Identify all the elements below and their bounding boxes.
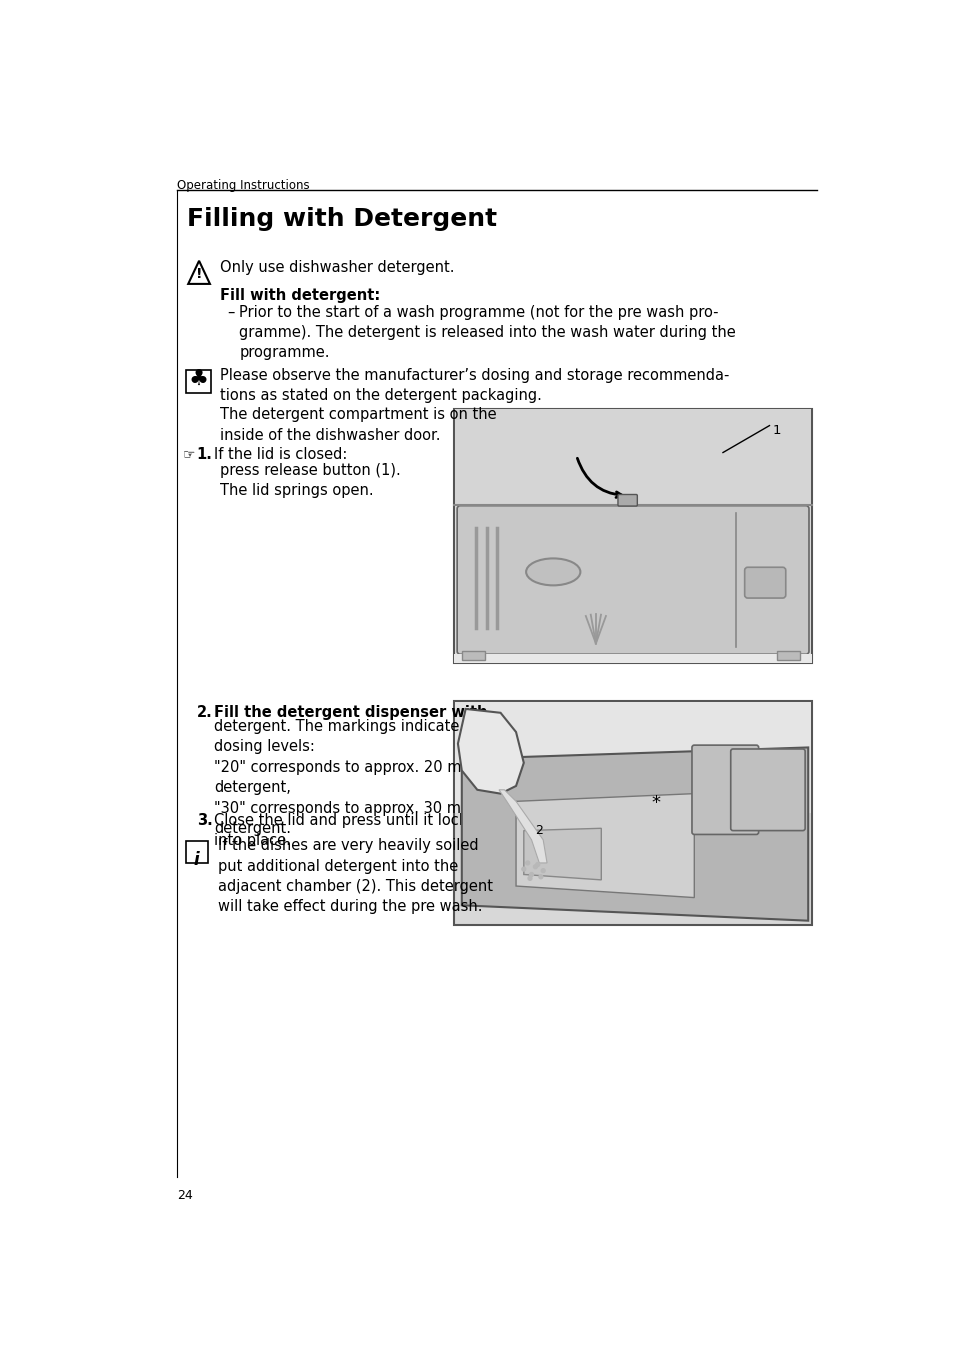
Text: The detergent compartment is on the
inside of the dishwasher door.: The detergent compartment is on the insi… — [220, 407, 497, 442]
Text: 2.: 2. — [196, 706, 213, 721]
Bar — [461, 652, 484, 660]
Text: detergent. The markings indicate the
dosing levels:
"20" corresponds to approx. : detergent. The markings indicate the dos… — [213, 719, 487, 836]
Text: 2: 2 — [535, 825, 542, 837]
Text: ♣: ♣ — [188, 370, 208, 391]
Text: 24: 24 — [177, 1188, 193, 1202]
Circle shape — [525, 861, 529, 865]
Circle shape — [528, 876, 532, 880]
Text: Operating Instructions: Operating Instructions — [177, 180, 310, 192]
Bar — [777, 652, 800, 660]
Text: Fill the detergent dispenser with: Fill the detergent dispenser with — [213, 706, 487, 721]
Text: Please observe the manufacturer’s dosing and storage recommenda-
tions as stated: Please observe the manufacturer’s dosing… — [220, 368, 729, 403]
Text: –: – — [228, 304, 234, 319]
Bar — [455, 408, 810, 504]
Text: Filling with Detergent: Filling with Detergent — [187, 207, 497, 231]
Text: press release button (1).
The lid springs open.: press release button (1). The lid spring… — [220, 462, 400, 498]
FancyBboxPatch shape — [618, 495, 637, 506]
Polygon shape — [461, 748, 807, 921]
Bar — [454, 702, 811, 925]
Circle shape — [536, 863, 539, 867]
FancyBboxPatch shape — [456, 506, 808, 654]
Bar — [455, 702, 810, 813]
Text: 1.: 1. — [196, 448, 213, 462]
Text: If the dishes are very heavily soiled
put additional detergent into the
adjacent: If the dishes are very heavily soiled pu… — [218, 838, 493, 914]
FancyBboxPatch shape — [744, 568, 785, 598]
Polygon shape — [498, 790, 546, 863]
Polygon shape — [516, 794, 694, 898]
FancyBboxPatch shape — [730, 749, 804, 830]
Text: Only use dishwasher detergent.: Only use dishwasher detergent. — [220, 260, 454, 274]
Text: 3.: 3. — [196, 813, 213, 827]
Text: Prior to the start of a wash programme (not for the pre wash pro-
gramme). The d: Prior to the start of a wash programme (… — [239, 304, 736, 361]
Bar — [186, 370, 211, 393]
Ellipse shape — [525, 558, 579, 585]
Circle shape — [538, 875, 542, 879]
Circle shape — [529, 872, 533, 876]
Bar — [186, 841, 208, 863]
Polygon shape — [457, 708, 523, 794]
Text: 1: 1 — [772, 425, 781, 437]
Circle shape — [533, 865, 537, 869]
FancyBboxPatch shape — [691, 745, 758, 834]
Circle shape — [540, 869, 544, 872]
Text: i: i — [193, 852, 199, 869]
Text: ☞: ☞ — [183, 448, 195, 461]
Circle shape — [521, 867, 525, 871]
Polygon shape — [523, 829, 600, 880]
Text: Close the lid and press until it locks
into place.: Close the lid and press until it locks i… — [213, 813, 475, 848]
Text: Fill with detergent:: Fill with detergent: — [220, 288, 380, 303]
Bar — [454, 408, 811, 662]
Text: If the lid is closed:: If the lid is closed: — [213, 448, 347, 462]
Text: !: ! — [195, 266, 202, 281]
Text: *: * — [651, 794, 660, 811]
Bar — [454, 653, 811, 662]
